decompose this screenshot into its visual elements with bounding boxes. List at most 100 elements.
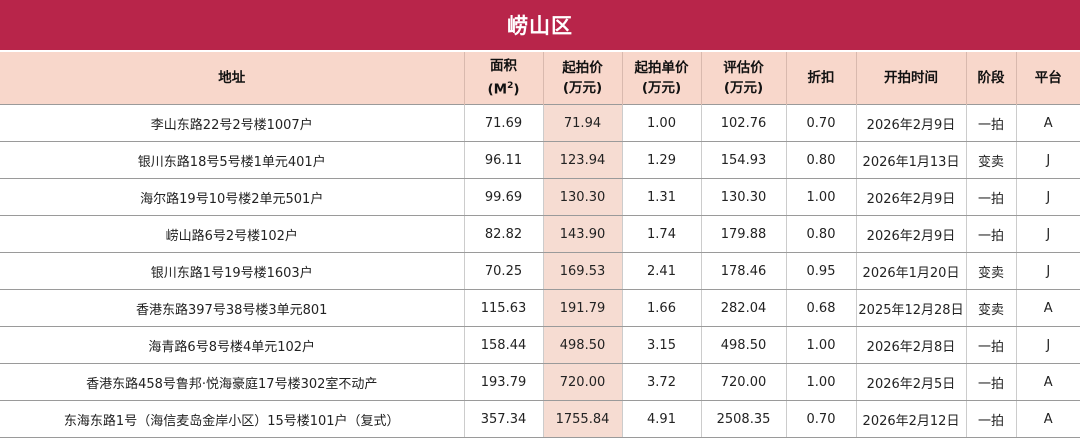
- cell-area: 193.79: [464, 363, 544, 401]
- cell-start-price: 130.30: [543, 178, 623, 216]
- header-eval-price: 评估价 (万元): [701, 52, 787, 105]
- cell-start-time: 2026年1月20日: [856, 252, 967, 290]
- cell-discount: 1.00: [786, 326, 857, 364]
- cell-unit-price: 1.66: [622, 289, 702, 327]
- cell-unit-price: 1.29: [622, 141, 702, 179]
- cell-area: 158.44: [464, 326, 544, 364]
- cell-stage: 变卖: [966, 289, 1017, 327]
- header-unit-price-unit: (万元): [641, 80, 682, 96]
- table-header-row: 地址 面积 (M2) 起拍价 (万元) 起拍单价 (万元) 评估价 (万元) 折…: [0, 52, 1080, 105]
- cell-area: 96.11: [464, 141, 544, 179]
- cell-discount: 0.70: [786, 400, 857, 438]
- cell-platform: A: [1016, 289, 1080, 327]
- cell-platform: J: [1016, 326, 1080, 364]
- cell-stage: 变卖: [966, 252, 1017, 290]
- cell-eval-price: 178.46: [701, 252, 787, 290]
- page-title: 崂山区: [0, 0, 1080, 52]
- cell-start-time: 2026年1月13日: [856, 141, 967, 179]
- header-start-price-unit: (万元): [562, 80, 603, 96]
- header-start-price-label: 起拍价: [562, 60, 603, 76]
- cell-unit-price: 1.31: [622, 178, 702, 216]
- header-eval-price-label: 评估价: [723, 60, 764, 76]
- header-area: 面积 (M2): [464, 52, 544, 105]
- cell-platform: J: [1016, 252, 1080, 290]
- cell-start-price: 123.94: [543, 141, 623, 179]
- cell-unit-price: 3.15: [622, 326, 702, 364]
- cell-discount: 0.80: [786, 215, 857, 253]
- cell-area: 115.63: [464, 289, 544, 327]
- cell-unit-price: 3.72: [622, 363, 702, 401]
- table-row: 李山东路22号2号楼1007户 71.69 71.94 1.00 102.76 …: [0, 104, 1080, 142]
- table-row: 海青路6号8号楼4单元102户 158.44 498.50 3.15 498.5…: [0, 326, 1080, 364]
- cell-eval-price: 2508.35: [701, 400, 787, 438]
- cell-unit-price: 1.00: [622, 104, 702, 142]
- cell-stage: 一拍: [966, 104, 1017, 142]
- cell-stage: 一拍: [966, 363, 1017, 401]
- cell-eval-price: 179.88: [701, 215, 787, 253]
- cell-area: 357.34: [464, 400, 544, 438]
- cell-platform: J: [1016, 178, 1080, 216]
- cell-address: 崂山路6号2号楼102户: [0, 215, 465, 253]
- table-row: 崂山路6号2号楼102户 82.82 143.90 1.74 179.88 0.…: [0, 215, 1080, 253]
- cell-platform: A: [1016, 363, 1080, 401]
- cell-stage: 一拍: [966, 178, 1017, 216]
- table-row: 银川东路1号19号楼1603户 70.25 169.53 2.41 178.46…: [0, 252, 1080, 290]
- cell-address: 香港东路397号38号楼3单元801: [0, 289, 465, 327]
- table-row: 香港东路458号鲁邦·悦海豪庭17号楼302室不动产 193.79 720.00…: [0, 363, 1080, 401]
- cell-eval-price: 720.00: [701, 363, 787, 401]
- cell-discount: 0.70: [786, 104, 857, 142]
- cell-area: 82.82: [464, 215, 544, 253]
- header-address: 地址: [0, 52, 465, 105]
- cell-stage: 一拍: [966, 326, 1017, 364]
- cell-address: 香港东路458号鲁邦·悦海豪庭17号楼302室不动产: [0, 363, 465, 401]
- table-row: 东海东路1号（海信麦岛金岸小区）15号楼101户（复式） 357.34 1755…: [0, 400, 1080, 438]
- cell-discount: 0.68: [786, 289, 857, 327]
- header-stage: 阶段: [966, 52, 1017, 105]
- cell-eval-price: 498.50: [701, 326, 787, 364]
- header-area-label: 面积: [490, 58, 517, 75]
- table-row: 海尔路19号10号楼2单元501户 99.69 130.30 1.31 130.…: [0, 178, 1080, 216]
- cell-stage: 一拍: [966, 400, 1017, 438]
- cell-start-price: 143.90: [543, 215, 623, 253]
- cell-discount: 1.00: [786, 363, 857, 401]
- header-area-unit-sup: 2: [507, 81, 514, 92]
- cell-eval-price: 130.30: [701, 178, 787, 216]
- cell-start-time: 2026年2月9日: [856, 215, 967, 253]
- cell-eval-price: 102.76: [701, 104, 787, 142]
- table-row: 银川东路18号5号楼1单元401户 96.11 123.94 1.29 154.…: [0, 141, 1080, 179]
- cell-area: 70.25: [464, 252, 544, 290]
- header-eval-price-unit: (万元): [723, 80, 764, 96]
- cell-start-price: 169.53: [543, 252, 623, 290]
- cell-platform: J: [1016, 215, 1080, 253]
- cell-start-price: 191.79: [543, 289, 623, 327]
- header-area-unit: (M: [487, 81, 508, 98]
- cell-discount: 1.00: [786, 178, 857, 216]
- cell-start-price: 71.94: [543, 104, 623, 142]
- table-row: 香港东路397号38号楼3单元801 115.63 191.79 1.66 28…: [0, 289, 1080, 327]
- cell-address: 银川东路18号5号楼1单元401户: [0, 141, 465, 179]
- auction-table: 地址 面积 (M2) 起拍价 (万元) 起拍单价 (万元) 评估价 (万元) 折…: [0, 52, 1080, 438]
- cell-start-time: 2026年2月9日: [856, 178, 967, 216]
- cell-unit-price: 4.91: [622, 400, 702, 438]
- cell-start-time: 2026年2月12日: [856, 400, 967, 438]
- cell-address: 银川东路1号19号楼1603户: [0, 252, 465, 290]
- cell-start-time: 2026年2月8日: [856, 326, 967, 364]
- cell-eval-price: 154.93: [701, 141, 787, 179]
- cell-discount: 0.80: [786, 141, 857, 179]
- cell-unit-price: 2.41: [622, 252, 702, 290]
- cell-start-time: 2025年12月28日: [856, 289, 967, 327]
- cell-start-price: 1755.84: [543, 400, 623, 438]
- cell-area: 71.69: [464, 104, 544, 142]
- header-area-unit-close: ): [513, 81, 520, 98]
- cell-platform: A: [1016, 104, 1080, 142]
- cell-discount: 0.95: [786, 252, 857, 290]
- cell-start-time: 2026年2月5日: [856, 363, 967, 401]
- cell-stage: 一拍: [966, 215, 1017, 253]
- cell-address: 海尔路19号10号楼2单元501户: [0, 178, 465, 216]
- cell-platform: J: [1016, 141, 1080, 179]
- cell-address: 李山东路22号2号楼1007户: [0, 104, 465, 142]
- header-unit-price: 起拍单价 (万元): [622, 52, 702, 105]
- cell-start-price: 720.00: [543, 363, 623, 401]
- header-unit-price-label: 起拍单价: [634, 60, 689, 76]
- header-discount: 折扣: [786, 52, 857, 105]
